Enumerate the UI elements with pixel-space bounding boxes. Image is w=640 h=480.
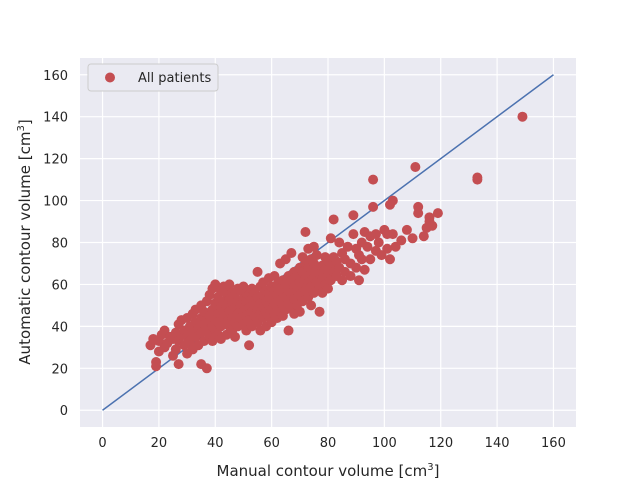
data-point [252,266,263,277]
data-point [294,306,305,317]
y-axis-label: Automatic contour volume [cm3] [16,119,34,364]
data-point [334,237,345,248]
x-tick-labels: 0 20 40 60 80 100 120 140 160 [98,436,565,451]
data-points [145,111,528,374]
x-tick-label: 160 [541,436,566,451]
data-point [413,201,424,212]
data-point [311,250,322,261]
data-point [517,111,528,122]
data-point [348,229,359,240]
data-point [387,229,398,240]
x-tick-label: 60 [263,436,280,451]
y-tick-label: 140 [43,111,68,126]
data-point [348,210,359,221]
data-point [323,283,333,294]
data-point [283,325,294,336]
y-tick-label: 0 [60,404,68,419]
data-point [269,271,280,282]
data-point [472,172,483,183]
y-tick-labels: 0 20 40 60 80 100 120 140 160 [43,69,68,419]
data-point [382,243,393,254]
data-point [359,264,370,275]
data-point [362,241,373,252]
data-point [325,233,336,244]
x-tick-label: 120 [428,436,453,451]
data-point [385,254,395,265]
data-point [342,241,353,252]
data-point [401,224,412,235]
data-point [354,275,364,286]
y-tick-label: 160 [43,69,68,84]
data-point [351,262,362,273]
data-point [314,306,325,317]
data-point [300,227,311,238]
legend: All patients [87,63,219,92]
data-point [308,241,319,252]
data-point [410,162,421,173]
data-point [286,247,297,258]
x-tick-label: 100 [372,436,397,451]
data-point [368,174,379,185]
data-point [170,344,181,355]
data-point [328,214,339,225]
x-tick-label: 40 [207,436,224,451]
data-point [396,235,407,246]
data-point [224,279,235,290]
data-point [345,271,356,282]
x-tick-label: 80 [320,436,337,451]
y-tick-label: 20 [51,362,68,377]
y-tick-label: 80 [51,237,68,252]
data-point [370,229,381,240]
data-point [432,208,443,219]
data-point [368,201,379,212]
x-tick-label: 20 [151,436,168,451]
x-tick-label: 0 [98,436,106,451]
data-point [424,212,435,223]
data-point [151,361,162,372]
data-point [337,275,348,286]
legend-box [87,63,219,92]
x-tick-label: 140 [485,436,510,451]
legend-label: All patients [138,71,212,86]
data-point [230,331,240,342]
data-point [365,254,376,265]
y-tick-label: 120 [43,153,68,168]
y-tick-label: 100 [43,195,68,210]
data-point [427,220,438,231]
data-point [407,233,418,244]
y-tick-label: 60 [51,278,68,293]
data-point [306,300,317,311]
y-tick-label: 40 [51,320,68,335]
data-point [201,363,212,374]
data-point [244,340,255,351]
data-point [356,254,367,265]
data-point [173,359,184,370]
x-axis-label: Manual contour volume [cm3] [217,462,440,480]
data-point [418,231,429,242]
data-point [387,195,398,206]
legend-marker [105,72,115,83]
data-point [373,237,384,248]
